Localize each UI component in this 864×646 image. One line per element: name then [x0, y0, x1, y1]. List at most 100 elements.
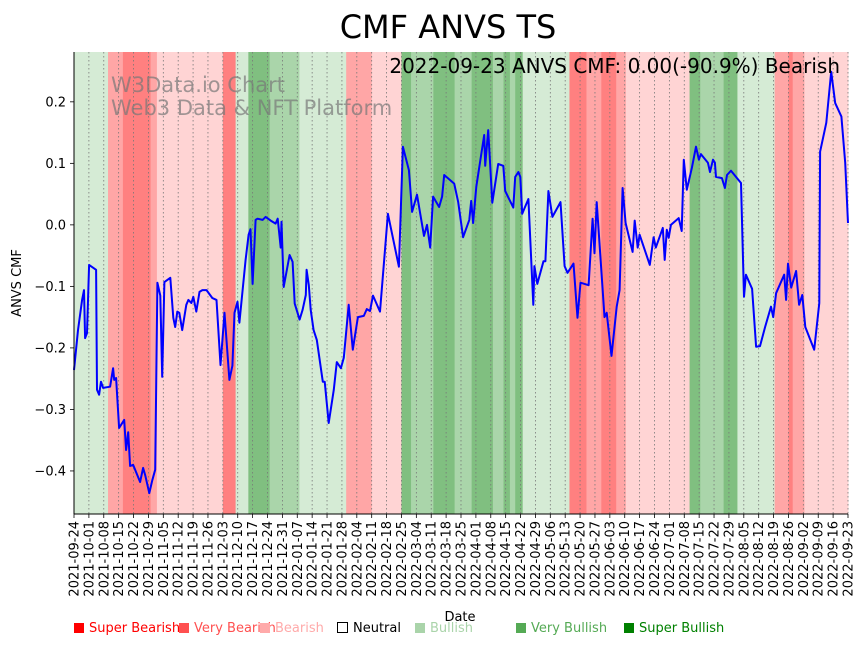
x-tick-label: 2021-11-19: [187, 521, 202, 597]
x-tick-label: 2022-05-06: [544, 521, 559, 597]
legend-label: Bearish: [275, 621, 324, 636]
x-tick-label: 2022-03-04: [410, 521, 425, 597]
x-tick-label: 2022-08-12: [752, 521, 767, 597]
band-super-bearish: [601, 52, 617, 514]
regime-bands: [74, 52, 849, 514]
x-tick-label: 2022-03-11: [425, 521, 440, 597]
x-tick-label: 2022-08-26: [782, 521, 797, 597]
legend-item-very-bearish: Very Bearish: [179, 620, 276, 638]
legend-label: Super Bearish: [89, 621, 181, 636]
x-tick-label: 2022-04-15: [499, 521, 514, 597]
band-bearish: [804, 52, 849, 514]
legend-label: Very Bullish: [531, 621, 608, 636]
band-very-bearish: [586, 52, 602, 514]
band-bullish: [74, 52, 109, 514]
x-tick-label: 2022-02-18: [380, 521, 395, 597]
x-tick-label: 2022-02-04: [350, 521, 365, 597]
x-tick-label: 2022-09-09: [812, 521, 827, 597]
watermark-line-1: W3Data.io Chart: [111, 73, 285, 97]
x-tick-label: 2021-12-03: [216, 521, 231, 597]
band-very-bearish: [774, 52, 789, 514]
band-super-bullish: [401, 52, 412, 514]
y-tick-label: 0.0: [45, 218, 66, 233]
x-tick-label: 2022-04-08: [484, 521, 499, 597]
band-very-bullish: [700, 52, 725, 514]
x-tick-label: 2022-07-22: [708, 521, 723, 597]
x-tick-label: 2022-06-10: [618, 521, 633, 597]
x-tick-label: 2022-09-02: [797, 521, 812, 597]
x-tick-label: 2022-01-14: [306, 521, 321, 597]
x-tick-label: 2022-01-21: [321, 521, 336, 597]
x-axis-label: Date: [444, 610, 475, 625]
band-bullish: [299, 52, 347, 514]
x-tick-label: 2022-01-07: [291, 521, 306, 597]
watermark: W3Data.io Chart Web3 Data & NFT Platform: [111, 73, 392, 120]
watermark-line-2: Web3 Data & NFT Platform: [111, 96, 392, 120]
x-tick-label: 2022-01-28: [335, 521, 350, 597]
x-tick-label: 2022-06-24: [648, 521, 663, 597]
x-tick-label: 2021-12-10: [231, 521, 246, 597]
x-tick-label: 2022-04-01: [469, 521, 484, 597]
x-tick-label: 2022-07-29: [722, 521, 737, 597]
x-tick-label: 2022-07-08: [678, 521, 693, 597]
y-tick-label: −0.2: [34, 341, 66, 356]
y-tick-label: −0.1: [34, 280, 66, 295]
x-tick-label: 2022-04-29: [529, 521, 544, 597]
legend-swatch: [624, 623, 634, 633]
y-tick-label: −0.4: [34, 464, 66, 479]
x-tick-label: 2022-02-11: [365, 521, 380, 597]
x-tick-label: 2022-04-22: [514, 521, 529, 597]
band-very-bearish: [108, 52, 124, 514]
y-tick-label: −0.3: [34, 403, 66, 418]
x-tick-label: 2022-08-05: [737, 521, 752, 597]
y-tick-label: 0.2: [45, 95, 66, 110]
x-tick-label: 2021-11-12: [172, 521, 187, 597]
x-tick-label: 2021-12-24: [261, 521, 276, 597]
x-tick-label: 2022-02-25: [395, 521, 410, 597]
legend-swatch: [179, 623, 189, 633]
x-tick-label: 2022-03-25: [455, 521, 470, 597]
legend-swatch: [337, 622, 348, 633]
x-tick-label: 2022-09-16: [827, 521, 842, 597]
x-tick-label: 2022-03-18: [440, 521, 455, 597]
band-super-bearish: [569, 52, 587, 514]
x-tick-label: 2022-07-01: [663, 521, 678, 597]
band-very-bearish: [150, 52, 158, 514]
band-bullish: [522, 52, 570, 514]
band-very-bullish: [411, 52, 434, 514]
band-very-bearish: [616, 52, 627, 514]
legend-label: Very Bearish: [194, 621, 276, 636]
x-tick-label: 2021-10-01: [82, 521, 97, 597]
x-tick-label: 2022-05-27: [588, 521, 603, 597]
legend-item-bullish: Bullish: [415, 620, 473, 638]
x-tick-label: 2021-11-05: [157, 521, 172, 597]
legend-item-neutral: Neutral: [337, 620, 401, 638]
band-bullish: [235, 52, 249, 514]
legend-item-super-bullish: Super Bullish: [624, 620, 724, 638]
band-super-bullish: [723, 52, 738, 514]
band-super-bullish: [248, 52, 271, 514]
band-super-bullish: [503, 52, 511, 514]
legend-swatch: [516, 623, 526, 633]
band-very-bearish: [358, 52, 373, 514]
band-super-bullish: [689, 52, 701, 514]
band-bearish: [625, 52, 691, 514]
legend-item-very-bullish: Very Bullish: [516, 620, 607, 638]
band-very-bearish: [792, 52, 805, 514]
legend-swatch: [260, 623, 270, 633]
legend-item-bearish: Bearish: [260, 620, 324, 638]
x-tick-label: 2022-07-15: [693, 521, 708, 597]
x-tick-label: 2021-10-15: [112, 521, 127, 597]
x-tick-label: 2022-05-13: [559, 521, 574, 597]
x-tick-label: 2022-06-03: [603, 521, 618, 597]
x-tick-label: 2022-05-20: [574, 521, 589, 597]
legend-label: Bullish: [430, 621, 474, 636]
band-super-bullish: [515, 52, 524, 514]
band-very-bullish: [492, 52, 505, 514]
cmf-line: [73, 70, 849, 495]
axes: 2021-09-24 2021-10-01 2021-10-08 2021-10-15…: [34, 52, 857, 597]
band-super-bearish: [222, 52, 237, 514]
x-tick-label: 2021-10-29: [142, 521, 157, 597]
x-tick-label: 2022-06-17: [633, 521, 648, 597]
